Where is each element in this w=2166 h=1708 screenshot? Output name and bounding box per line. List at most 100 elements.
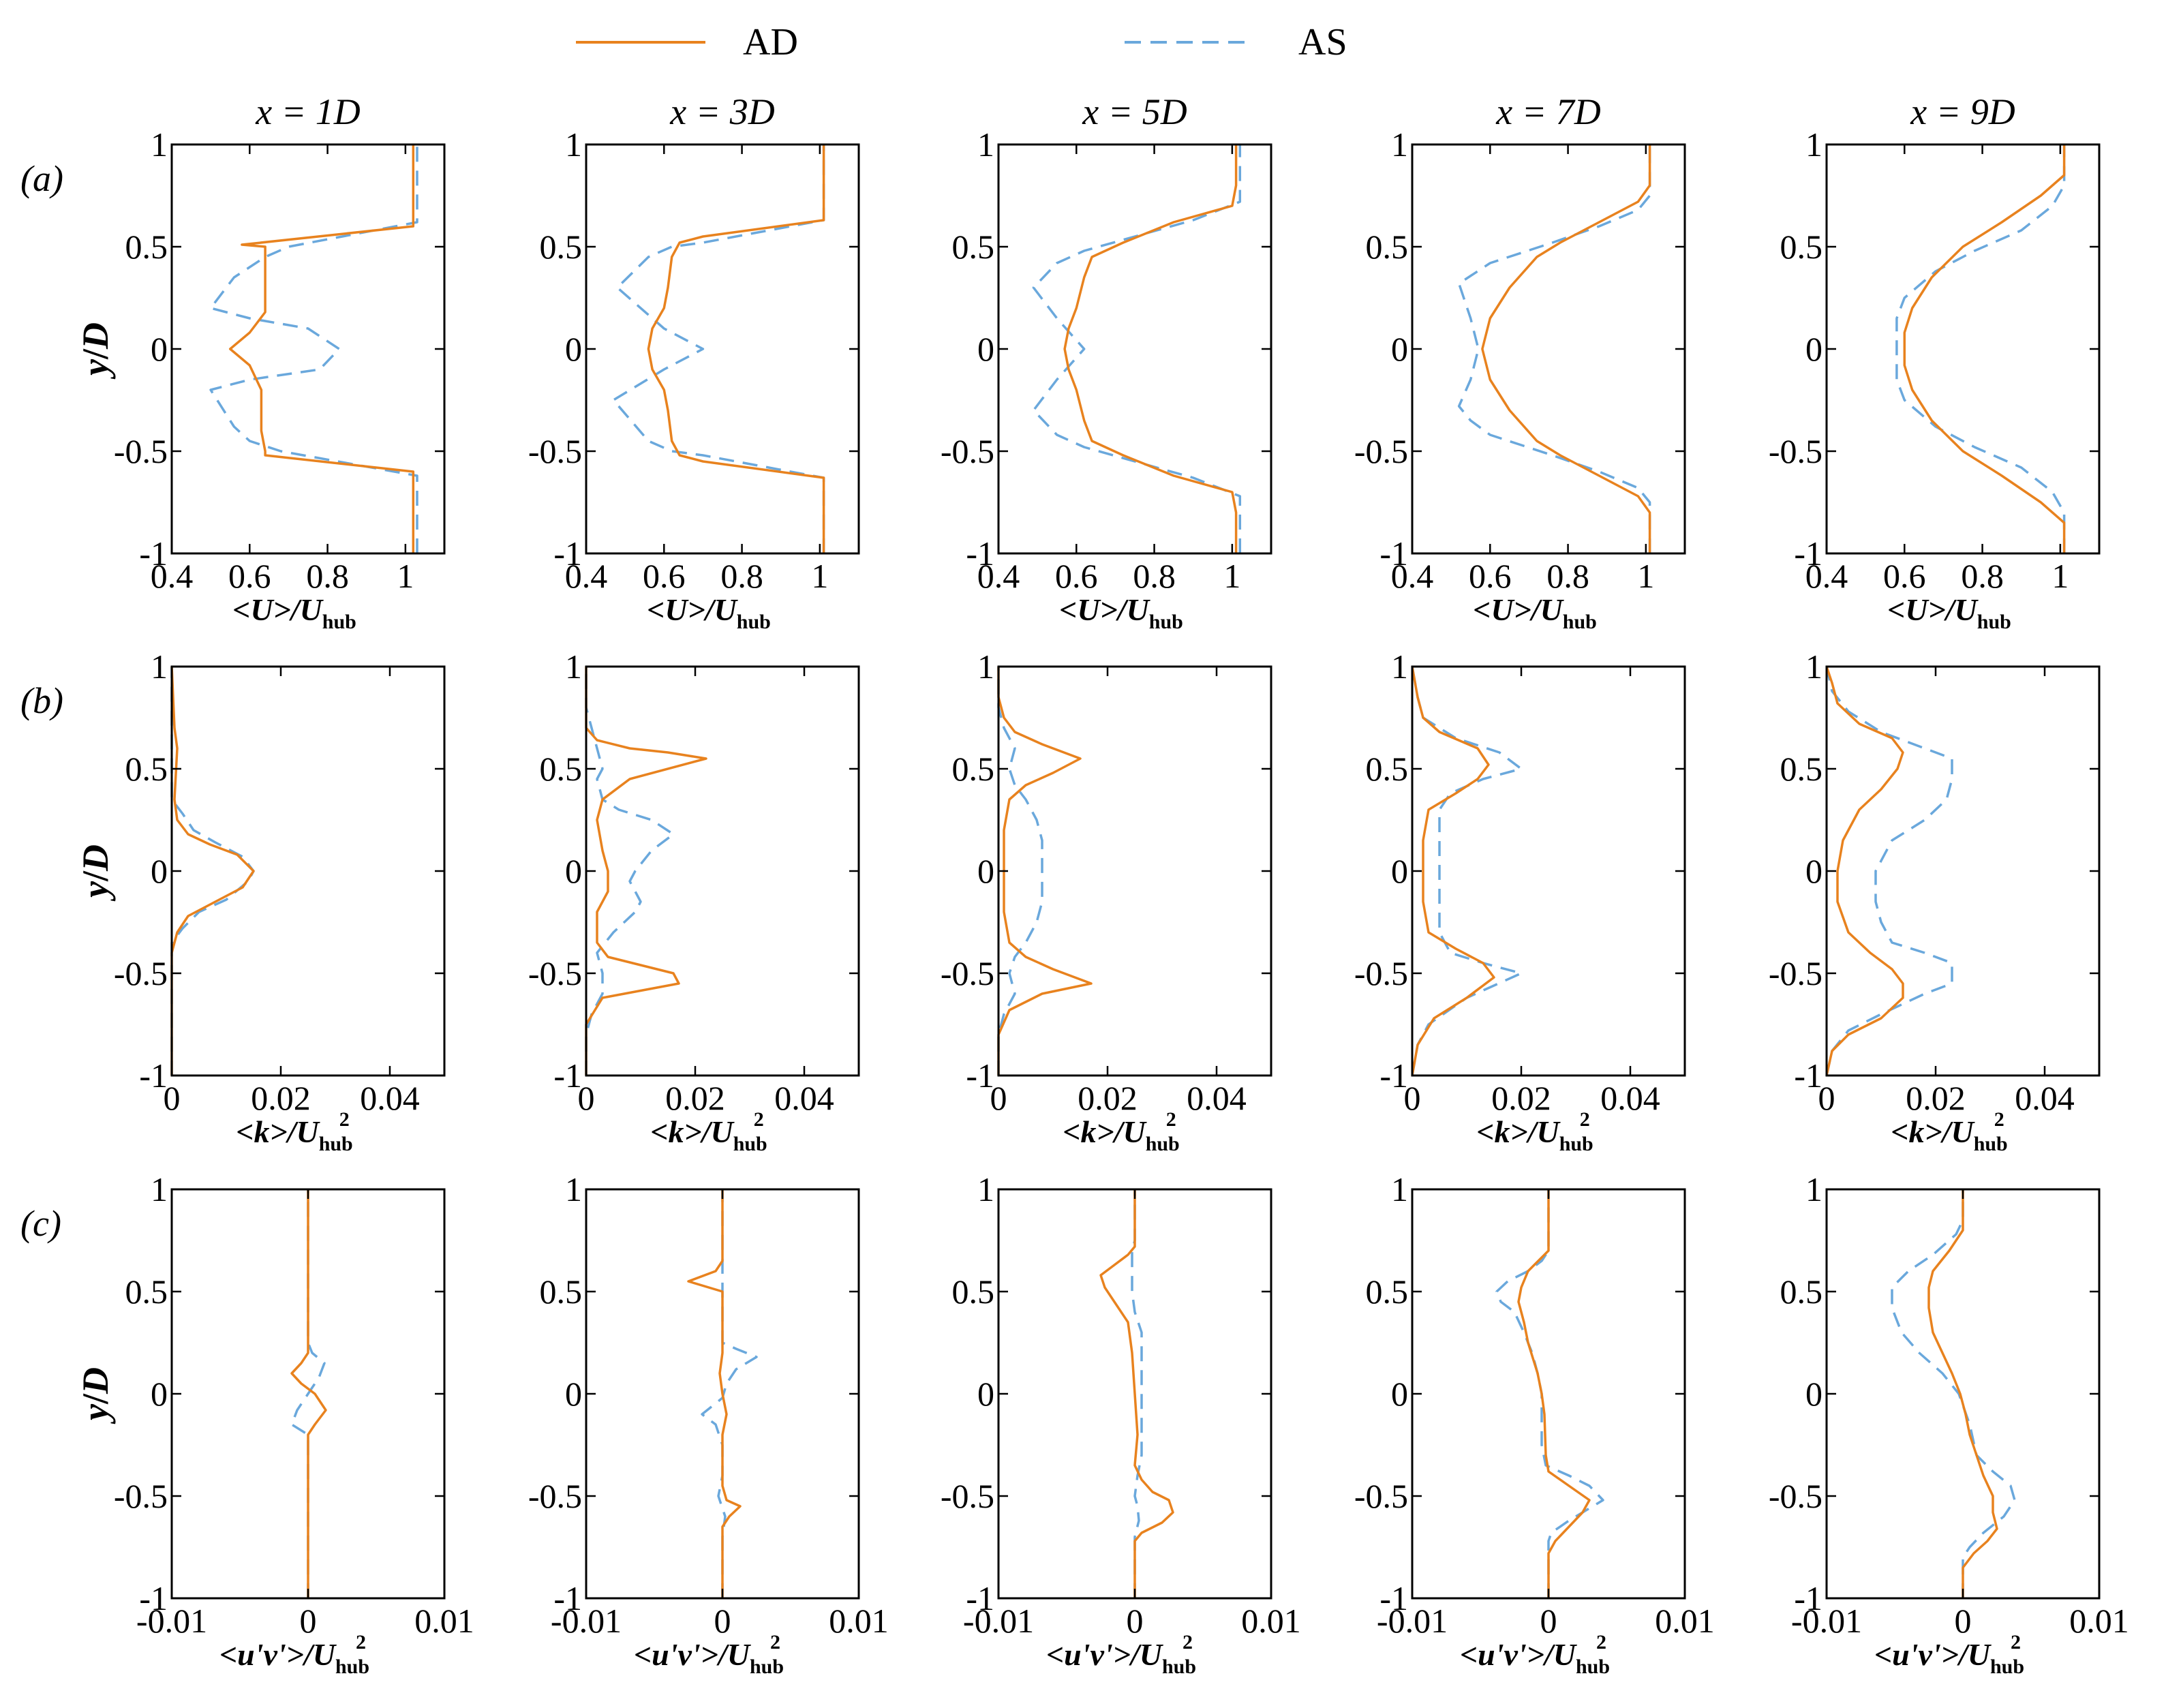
y-tick-label: 1 xyxy=(151,125,168,164)
x-tick-label: 0.6 xyxy=(1055,557,1098,595)
y-axis-label-d: D xyxy=(75,844,116,872)
column-title-x: x = 1 xyxy=(255,91,333,132)
y-axis-label: y/D xyxy=(75,322,116,380)
y-tick-label: 0.5 xyxy=(1366,1272,1409,1311)
series-as-line xyxy=(612,144,825,553)
x-axis-label-sub: hub xyxy=(335,1656,369,1678)
x-tick-label: 0.04 xyxy=(2015,1079,2075,1117)
y-tick-label: -0.5 xyxy=(1354,1477,1408,1515)
y-tick-label: 0 xyxy=(565,330,582,368)
y-tick-label: 0 xyxy=(1805,1375,1822,1413)
y-tick-label: 0 xyxy=(151,330,168,368)
y-tick-label: 0 xyxy=(1391,1375,1408,1413)
y-tick-label: 0.5 xyxy=(1366,750,1409,788)
x-axis-label-main: <k>/U xyxy=(1476,1114,1561,1149)
column-title: x = 5D xyxy=(1082,91,1187,132)
x-axis-label-sub: hub xyxy=(1977,611,2011,633)
series-ad-line xyxy=(228,144,415,553)
y-axis-label-y: y xyxy=(75,881,116,902)
x-tick-label: 0.02 xyxy=(1491,1079,1551,1117)
x-axis-label-sub: hub xyxy=(1146,1133,1180,1155)
y-tick-label: -1 xyxy=(1794,534,1822,573)
y-tick-label: 0.5 xyxy=(1780,750,1823,788)
y-tick-label: -0.5 xyxy=(1769,432,1822,470)
column-title-d: D xyxy=(748,91,775,132)
x-axis-label-sub: hub xyxy=(750,1656,784,1678)
column-title: x = 7D xyxy=(1495,91,1600,132)
y-tick-label: 0.5 xyxy=(125,228,168,266)
x-tick-label: 0.02 xyxy=(251,1079,311,1117)
y-tick-label: -0.5 xyxy=(528,1477,582,1515)
x-tick-label: 0 xyxy=(1404,1079,1421,1117)
x-axis-label-main: <u'v'>/U xyxy=(1046,1637,1164,1672)
x-tick-label: 0.04 xyxy=(360,1079,420,1117)
y-tick-label: 1 xyxy=(977,647,994,686)
y-tick-label: 0 xyxy=(977,1375,994,1413)
y-tick-label: -1 xyxy=(1379,1056,1408,1095)
x-axis-label-sup: 2 xyxy=(1994,1108,2004,1131)
x-tick-label: 0 xyxy=(1955,1602,1972,1640)
x-axis-label-sub: hub xyxy=(1162,1656,1196,1678)
series-as-line xyxy=(209,144,418,553)
series-ad-line xyxy=(687,1189,742,1598)
axes-frame xyxy=(1411,665,1686,1077)
y-tick-label: 0.5 xyxy=(125,1272,168,1311)
y-tick-label: 0.5 xyxy=(540,228,583,266)
x-axis-label-sub: hub xyxy=(733,1133,767,1155)
x-axis-label: <U>/Uhub xyxy=(647,592,771,633)
x-tick-label: 0 xyxy=(1818,1079,1835,1117)
x-tick-label: 0.02 xyxy=(1906,1079,1966,1117)
x-tick-label: -0.01 xyxy=(551,1602,622,1640)
x-tick-label: 0.8 xyxy=(1546,557,1589,595)
y-tick-label: -0.5 xyxy=(941,432,994,470)
x-tick-label: -0.01 xyxy=(1377,1602,1448,1640)
x-axis-label-sub: hub xyxy=(322,611,356,633)
x-tick-label: 0 xyxy=(1540,1602,1557,1640)
y-tick-label: 1 xyxy=(1805,1170,1822,1208)
x-tick-label: 0.8 xyxy=(1961,557,2004,595)
axes-frame xyxy=(585,665,860,1077)
y-axis-label-y: y xyxy=(75,1403,116,1424)
x-tick-label: 0.8 xyxy=(720,557,763,595)
x-tick-label: -0.01 xyxy=(1791,1602,1862,1640)
y-tick-label: 1 xyxy=(1391,125,1408,164)
series-ad-line xyxy=(290,1189,327,1598)
axes-frame xyxy=(997,665,1272,1077)
y-tick-label: 0.5 xyxy=(1366,228,1409,266)
x-tick-label: 0.02 xyxy=(665,1079,725,1117)
x-axis-label-sub: hub xyxy=(319,1133,353,1155)
series-as-line xyxy=(290,1189,326,1598)
y-tick-label: 1 xyxy=(977,125,994,164)
x-tick-label: 1 xyxy=(397,557,414,595)
x-axis-label: <u'v'>/Uhub 2 xyxy=(219,1631,369,1678)
y-tick-label: 0.5 xyxy=(540,750,583,788)
x-tick-label: 0.4 xyxy=(565,557,608,595)
x-axis-label: <k>/Uhub2 xyxy=(236,1108,353,1155)
x-tick-label: 0.01 xyxy=(1241,1602,1301,1640)
y-tick-label: -0.5 xyxy=(1769,954,1822,992)
panel-3-1: -1 -0.5 0 0.5 1 -0.01 0 0.01 <u'v'>/Uhub 2 xyxy=(114,1170,474,1678)
y-axis-label-slash: / xyxy=(75,870,116,882)
x-axis-label-sup: 2 xyxy=(2011,1631,2021,1653)
x-axis-label-sub: hub xyxy=(737,611,771,633)
y-tick-label: 1 xyxy=(565,1170,582,1208)
x-axis-label-sup: 2 xyxy=(770,1631,780,1653)
y-tick-label: -0.5 xyxy=(528,954,582,992)
y-tick-label: -1 xyxy=(1794,1579,1822,1617)
series-ad-line xyxy=(1517,1189,1591,1598)
series-ad-line xyxy=(1825,666,1904,1076)
row-label: (c) xyxy=(20,1203,61,1244)
x-axis-label: <k>/Uhub2 xyxy=(1063,1108,1180,1155)
panel-2-3: -1-0.500.510 0.02 0.04<k>/Uhub2 xyxy=(941,647,1272,1155)
axes-frame xyxy=(1825,1188,2101,1600)
x-tick-label: 0.6 xyxy=(1469,557,1512,595)
y-tick-label: 0 xyxy=(151,1375,168,1413)
y-tick-label: 0.5 xyxy=(952,1272,995,1311)
x-tick-label: 1 xyxy=(1637,557,1654,595)
y-axis-label: y/D xyxy=(75,1367,116,1424)
x-axis-label-main: <U>/U xyxy=(1887,592,1979,627)
y-tick-label: 0 xyxy=(977,330,994,368)
row-label: (b) xyxy=(20,680,63,721)
y-tick-label: -1 xyxy=(553,1579,582,1617)
